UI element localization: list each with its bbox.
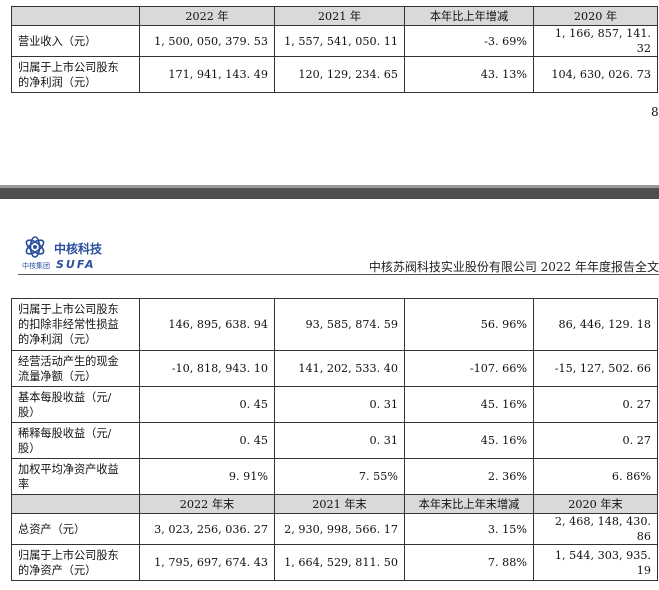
value-cell: 104, 630, 026. 73 [533, 56, 658, 93]
header-cell: 2021 年 [274, 6, 405, 26]
row-label: 基本每股收益（元/ 股） [11, 386, 140, 423]
report-title: 中核苏阀科技实业股份有限公司 2022 年年度报告全文 [368, 260, 659, 274]
header-cell: 2021 年末 [274, 494, 405, 514]
financial-table-top: 2022 年 2021 年 本年比上年增减 2020 年 营业收入（元） 1, … [11, 6, 658, 93]
company-logo: 中核科技 中核集团 SUFA [20, 233, 120, 273]
page-number: 8 [651, 105, 659, 119]
row-label-line: 率 [18, 477, 30, 491]
table-row: 归属于上市公司股东 的净利润（元） 171, 941, 143. 49 120,… [11, 56, 658, 93]
value-cell: -15, 127, 502. 66 [533, 350, 658, 387]
table-row: 归属于上市公司股东 的净资产（元） 1, 795, 697, 674. 43 1… [11, 544, 658, 581]
header-cell [11, 6, 140, 26]
value-cell: 1, 795, 697, 674. 43 [139, 544, 275, 581]
table-row: 加权平均净资产收益 率 9. 91% 7. 55% 2. 36% 6. 86% [11, 458, 658, 495]
value-cell: 0. 31 [274, 386, 405, 423]
row-label-line: 归属于上市公司股东 [18, 60, 119, 74]
header-cell: 2020 年末 [533, 494, 658, 514]
page-divider [0, 185, 659, 199]
value-cell: 2. 36% [404, 458, 534, 495]
value-cell: 7. 55% [274, 458, 405, 495]
table-row: 基本每股收益（元/ 股） 0. 45 0. 31 45. 16% 0. 27 [11, 386, 658, 423]
row-label: 归属于上市公司股东 的净利润（元） [11, 56, 140, 93]
row-label-line: 的净利润（元） [18, 333, 97, 346]
value-cell: 86, 446, 129. 18 [533, 298, 658, 351]
row-label-line: 的净利润（元） [18, 75, 97, 89]
value-cell: 45. 16% [404, 386, 534, 423]
table-header-row: 2022 年末 2021 年末 本年末比上年末增减 2020 年末 [11, 494, 658, 514]
value-cell: -107. 66% [404, 350, 534, 387]
table-row: 总资产（元） 3, 023, 256, 036. 27 2, 930, 998,… [11, 513, 658, 545]
row-label: 加权平均净资产收益 率 [11, 458, 140, 495]
table-row: 归属于上市公司股东 的扣除非经常性损益 的净利润（元） 146, 895, 63… [11, 298, 658, 351]
logo-group-text: 中核集团 [22, 261, 50, 270]
row-label-line: 的扣除非经常性损益 [18, 318, 119, 331]
table-row: 营业收入（元） 1, 500, 050, 379. 53 1, 557, 541… [11, 25, 658, 57]
row-label-line: 归属于上市公司股东 [18, 548, 119, 562]
value-cell: 1, 166, 857, 141. 32 [533, 25, 658, 57]
value-cell: -10, 818, 943. 10 [139, 350, 275, 387]
value-cell: 43. 13% [404, 56, 534, 93]
value-cell: 9. 91% [139, 458, 275, 495]
row-label-line: 股） [18, 441, 41, 455]
row-label: 归属于上市公司股东 的扣除非经常性损益 的净利润（元） [11, 298, 140, 351]
row-label-line: 经营活动产生的现金 [18, 354, 119, 368]
value-cell: 1, 500, 050, 379. 53 [139, 25, 275, 57]
header-cell: 2020 年 [533, 6, 658, 26]
value-cell: 2, 468, 148, 430. 86 [533, 513, 658, 545]
row-label-line: 基本每股收益（元/ [18, 390, 112, 404]
value-cell: 0. 27 [533, 422, 658, 459]
table-row: 稀释每股收益（元/ 股） 0. 45 0. 31 45. 16% 0. 27 [11, 422, 658, 459]
value-cell: 0. 45 [139, 386, 275, 423]
value-cell: 93, 585, 874. 59 [274, 298, 405, 351]
logo-en-text: SUFA [56, 258, 95, 271]
row-label-line: 的净资产（元） [18, 563, 97, 577]
row-label-line: 流量净额（元） [18, 369, 97, 383]
header-cell [11, 494, 140, 514]
value-cell: 0. 45 [139, 422, 275, 459]
value-cell: 3. 15% [404, 513, 534, 545]
value-cell: 6. 86% [533, 458, 658, 495]
value-cell: 0. 27 [533, 386, 658, 423]
row-label: 稀释每股收益（元/ 股） [11, 422, 140, 459]
logo-cn-text: 中核科技 [54, 241, 103, 256]
table-row: 经营活动产生的现金 流量净额（元） -10, 818, 943. 10 141,… [11, 350, 658, 387]
atom-logo-icon: 中核科技 中核集团 SUFA [22, 236, 103, 271]
value-cell: 0. 31 [274, 422, 405, 459]
value-cell: 7. 88% [404, 544, 534, 581]
row-label: 经营活动产生的现金 流量净额（元） [11, 350, 140, 387]
row-label: 归属于上市公司股东 的净资产（元） [11, 544, 140, 581]
value-cell: 141, 202, 533. 40 [274, 350, 405, 387]
value-cell: 120, 129, 234. 65 [274, 56, 405, 93]
value-cell: -3. 69% [404, 25, 534, 57]
value-cell: 1, 664, 529, 811. 50 [274, 544, 405, 581]
table-header-row: 2022 年 2021 年 本年比上年增减 2020 年 [11, 6, 658, 26]
header-cell: 本年末比上年末增减 [404, 494, 534, 514]
value-cell: 56. 96% [404, 298, 534, 351]
header-cell: 本年比上年增减 [404, 6, 534, 26]
header-rule [18, 274, 659, 275]
value-cell: 146, 895, 638. 94 [139, 298, 275, 351]
header-cell: 2022 年末 [139, 494, 275, 514]
row-label-line: 加权平均净资产收益 [18, 462, 119, 476]
value-cell: 2, 930, 998, 566. 17 [274, 513, 405, 545]
row-label-line: 归属于上市公司股东 [18, 303, 119, 316]
value-cell: 45. 16% [404, 422, 534, 459]
financial-table-bottom: 归属于上市公司股东 的扣除非经常性损益 的净利润（元） 146, 895, 63… [11, 298, 658, 581]
row-label-line: 稀释每股收益（元/ [18, 426, 112, 440]
value-cell: 1, 544, 303, 935. 19 [533, 544, 658, 581]
row-label-line: 股） [18, 405, 41, 419]
value-cell: 171, 941, 143. 49 [139, 56, 275, 93]
value-cell: 3, 023, 256, 036. 27 [139, 513, 275, 545]
value-cell: 1, 557, 541, 050. 11 [274, 25, 405, 57]
row-label: 营业收入（元） [11, 25, 140, 57]
row-label: 总资产（元） [11, 513, 140, 545]
header-cell: 2022 年 [139, 6, 275, 26]
